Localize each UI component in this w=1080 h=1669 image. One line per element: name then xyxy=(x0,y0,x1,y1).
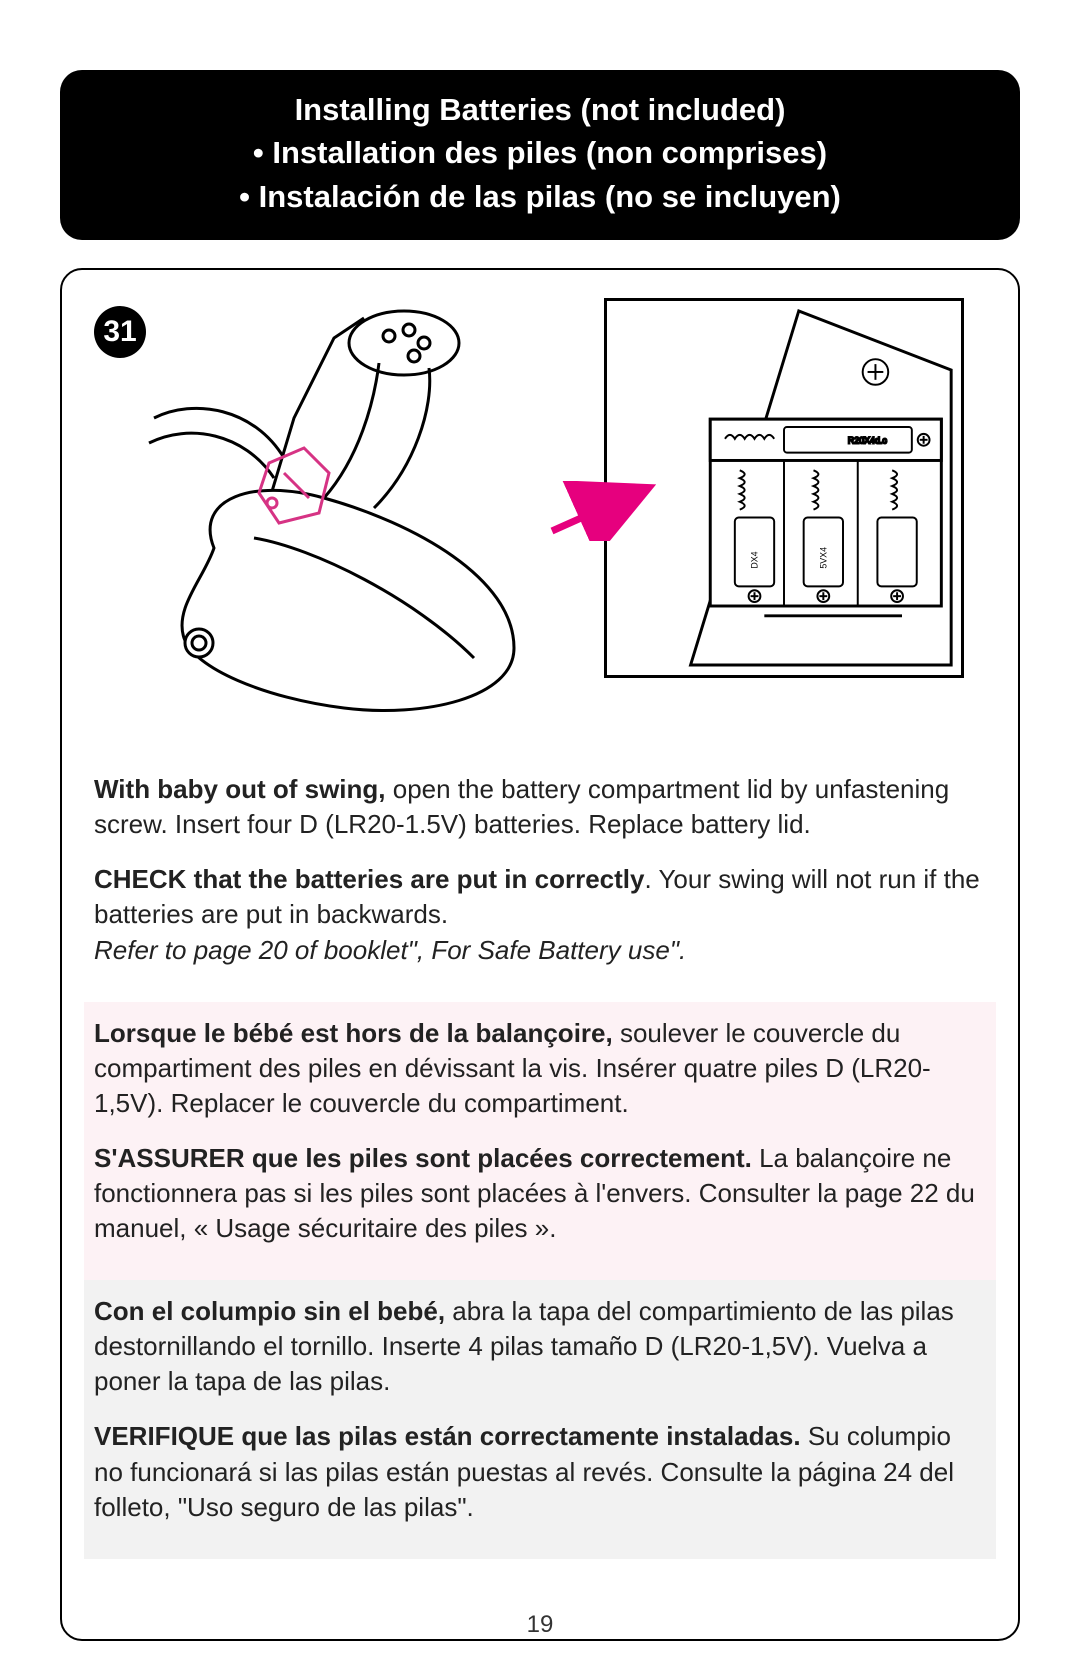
header-line-en: Installing Batteries (not included) xyxy=(90,88,990,131)
battery-compartment-illustration: R20X4d.c xyxy=(604,298,964,678)
battery-label-top: R20X4d.c xyxy=(848,436,887,446)
instructions-english: With baby out of swing, open the battery… xyxy=(84,758,996,1001)
illustration-row: 31 xyxy=(94,298,986,718)
section-header: Installing Batteries (not included) • In… xyxy=(60,70,1020,240)
page-number: 19 xyxy=(0,1611,1080,1639)
header-line-es: • Instalación de las pilas (no se incluy… xyxy=(90,175,990,218)
fr-paragraph-2: S'ASSURER que les piles sont placées cor… xyxy=(94,1141,986,1246)
fr-paragraph-1: Lorsque le bébé est hors de la balançoir… xyxy=(94,1016,986,1121)
battery-label-left: DX4 xyxy=(749,552,759,569)
instructions-spanish: Con el columpio sin el bebé, abra la tap… xyxy=(84,1280,996,1559)
battery-label-mid: 5VX4 xyxy=(818,547,828,569)
step-number-badge: 31 xyxy=(94,306,146,358)
en-paragraph-2: CHECK that the batteries are put in corr… xyxy=(94,862,986,967)
en-paragraph-1: With baby out of swing, open the battery… xyxy=(94,772,986,842)
pointer-arrow-icon xyxy=(547,481,657,541)
header-line-fr: • Installation des piles (non comprises) xyxy=(90,131,990,174)
instruction-panel: 31 xyxy=(60,268,1020,1641)
es-paragraph-2: VERIFIQUE que las pilas están correctame… xyxy=(94,1419,986,1524)
instructions-french: Lorsque le bébé est hors de la balançoir… xyxy=(84,1002,996,1281)
swing-illustration xyxy=(94,298,554,718)
es-paragraph-1: Con el columpio sin el bebé, abra la tap… xyxy=(94,1294,986,1399)
